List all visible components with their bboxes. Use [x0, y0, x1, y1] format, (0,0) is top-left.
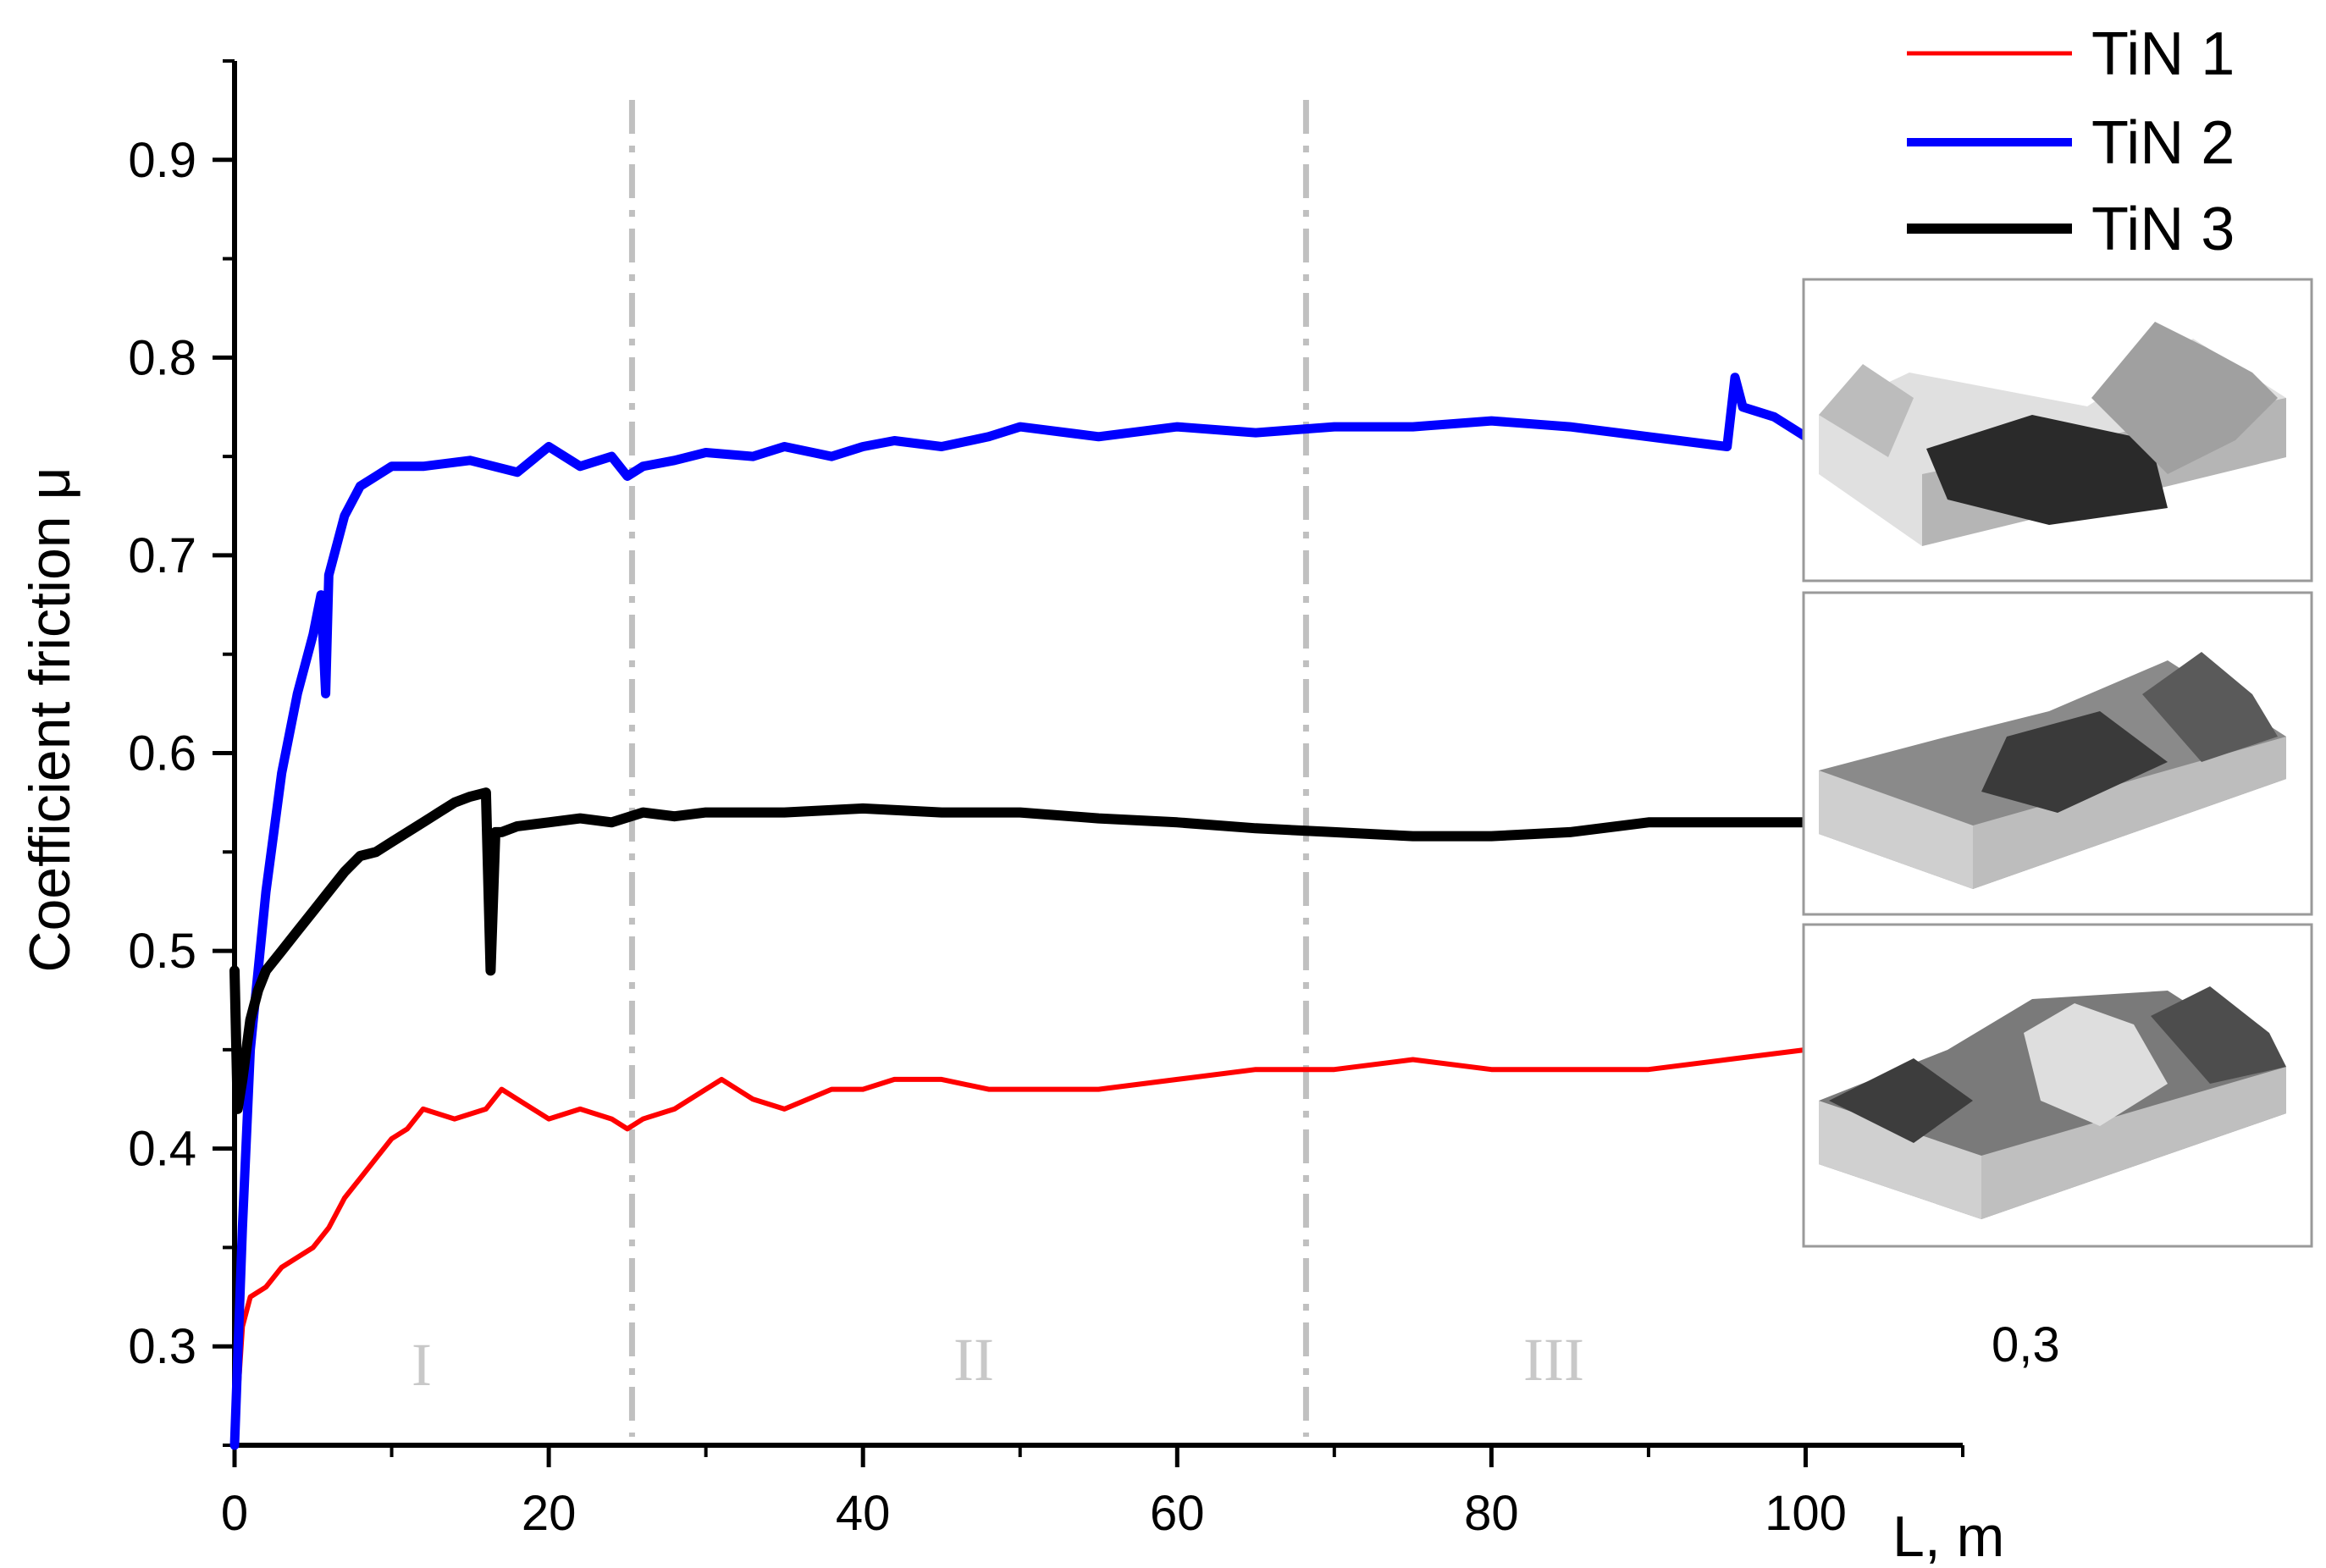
x-tick-label-4: 80	[1464, 1486, 1519, 1541]
region-boundaries	[628, 100, 1309, 1437]
y-tick-label-4: 0.7	[128, 528, 196, 583]
y-tick-label-6: 0.9	[128, 133, 196, 188]
surface-image-3	[1802, 923, 2313, 1248]
y-tick-label-1: 0.4	[128, 1122, 196, 1177]
y-tick-label-5: 0.8	[128, 330, 196, 385]
legend-label-tin1: TiN 1	[2091, 20, 2235, 88]
series-line-tin2	[229, 373, 1810, 1450]
y-tick-label-0: 0.3	[128, 1319, 196, 1374]
legend-item-tin3: TiN 3	[1907, 196, 2235, 263]
region-label-iii: III	[1523, 1326, 1584, 1394]
x-tick-label-0: 0	[221, 1486, 248, 1541]
series-lines	[229, 373, 1811, 1450]
surface-image-1	[1802, 278, 2313, 582]
x-axis-title: L, m	[1892, 1505, 2004, 1568]
y-axis-title: Coefficient friction μ	[18, 467, 82, 972]
y-axis-ticks: 0.3 0.4 0.5 0.6 0.7 0.8 0.9	[128, 59, 235, 1447]
legend-item-tin2: TiN 2	[1907, 109, 2235, 177]
x-tick-label-1: 20	[522, 1486, 577, 1541]
x-axis-ticks: 0 20 40 60 80 100	[221, 1445, 1964, 1541]
y-tick-label-2: 0.5	[128, 924, 196, 979]
legend: TiN 1 TiN 2 TiN 3	[1907, 20, 2235, 263]
y-tick-label-3: 0.6	[128, 726, 196, 781]
surface-image-2	[1802, 591, 2313, 916]
region-label-ii: II	[953, 1326, 994, 1394]
legend-label-tin3: TiN 3	[2091, 196, 2235, 263]
x-tick-label-3: 60	[1150, 1486, 1205, 1541]
series-line-tin1	[232, 1046, 1809, 1448]
annotation-label: 0,3	[1992, 1317, 2060, 1372]
legend-label-tin2: TiN 2	[2091, 109, 2235, 177]
x-tick-label-2: 40	[836, 1486, 891, 1541]
region-label-i: I	[412, 1331, 432, 1399]
series-line-tin3	[229, 787, 1811, 1114]
legend-item-tin1: TiN 1	[1907, 20, 2235, 88]
x-tick-label-5: 100	[1765, 1486, 1847, 1541]
